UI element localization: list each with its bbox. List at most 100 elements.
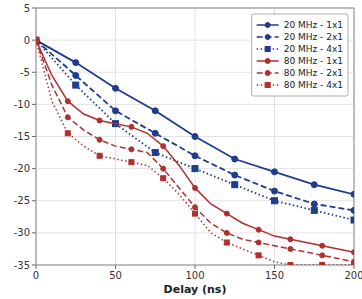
point bbox=[193, 211, 198, 216]
series bbox=[36, 38, 354, 265]
legend-marker bbox=[265, 83, 270, 88]
point bbox=[129, 160, 134, 165]
x-tick-label: 0 bbox=[33, 270, 39, 281]
line bbox=[36, 40, 354, 265]
point bbox=[73, 82, 79, 88]
x-tick bbox=[115, 265, 116, 269]
chart: 05010015020050-5-10-15-20-25-30-35Delay … bbox=[0, 0, 362, 299]
point bbox=[256, 240, 261, 245]
point bbox=[73, 72, 79, 78]
y-grid-line bbox=[36, 104, 354, 105]
legend-marker bbox=[265, 59, 270, 64]
point bbox=[192, 153, 198, 159]
point bbox=[272, 169, 278, 175]
y-grid-line bbox=[36, 232, 354, 233]
plot-frame bbox=[36, 8, 354, 265]
y-tick bbox=[32, 232, 36, 233]
point bbox=[152, 130, 158, 136]
point bbox=[36, 38, 39, 43]
x-tick bbox=[195, 265, 196, 269]
y-tick-label: -20 bbox=[14, 163, 30, 174]
legend-label: 20 MHz - 4x1 bbox=[284, 44, 343, 54]
point bbox=[351, 217, 354, 223]
point bbox=[320, 253, 325, 258]
x-tick-label: 100 bbox=[185, 270, 204, 281]
y-tick bbox=[32, 168, 36, 169]
point bbox=[161, 166, 166, 171]
point bbox=[193, 205, 198, 210]
point bbox=[232, 172, 238, 178]
y-tick bbox=[32, 72, 36, 73]
y-tick bbox=[32, 104, 36, 105]
point bbox=[36, 37, 39, 43]
point bbox=[193, 185, 198, 190]
legend-label: 80 MHz - 4x1 bbox=[284, 80, 343, 90]
point bbox=[161, 176, 166, 181]
point bbox=[36, 37, 39, 43]
point bbox=[352, 250, 355, 255]
point bbox=[97, 153, 102, 158]
point bbox=[152, 108, 158, 114]
point bbox=[224, 211, 229, 216]
legend-label: 80 MHz - 2x1 bbox=[284, 68, 343, 78]
point bbox=[352, 263, 355, 266]
grid bbox=[36, 8, 354, 265]
legend-marker bbox=[265, 71, 270, 76]
point bbox=[73, 60, 79, 66]
y-tick bbox=[32, 136, 36, 137]
point bbox=[288, 263, 293, 266]
point bbox=[256, 227, 261, 232]
x-tick-label: 200 bbox=[344, 270, 362, 281]
y-tick-label: -30 bbox=[14, 227, 30, 238]
point bbox=[256, 253, 261, 258]
legend-label: 80 MHz - 1x1 bbox=[284, 56, 343, 66]
series bbox=[36, 38, 354, 265]
point bbox=[129, 124, 134, 129]
line bbox=[36, 40, 354, 194]
y-tick-label: 5 bbox=[24, 3, 30, 14]
point bbox=[272, 198, 278, 204]
point bbox=[97, 137, 102, 142]
x-tick bbox=[274, 265, 275, 269]
point bbox=[36, 38, 39, 43]
legend-marker bbox=[265, 23, 270, 28]
point bbox=[65, 115, 70, 120]
point bbox=[351, 191, 354, 197]
line bbox=[36, 40, 354, 262]
point bbox=[320, 243, 325, 248]
y-tick-label: -15 bbox=[14, 131, 30, 142]
point bbox=[351, 207, 354, 213]
x-tick bbox=[354, 265, 355, 269]
point bbox=[65, 99, 70, 104]
point bbox=[36, 38, 39, 43]
legend-label: 20 MHz - 2x1 bbox=[284, 32, 343, 42]
x-tick-label: 150 bbox=[265, 270, 284, 281]
legend-marker bbox=[265, 47, 270, 52]
point bbox=[320, 263, 325, 266]
x-axis-label: Delay (ns) bbox=[164, 283, 227, 296]
series bbox=[36, 37, 354, 213]
series bbox=[36, 37, 354, 197]
legend-box bbox=[252, 14, 348, 96]
point bbox=[272, 188, 278, 194]
y-tick-label: -10 bbox=[14, 99, 30, 110]
y-tick-label: 0 bbox=[24, 35, 30, 46]
point bbox=[113, 108, 119, 114]
point bbox=[311, 182, 317, 188]
point bbox=[224, 240, 229, 245]
y-tick-label: -25 bbox=[14, 195, 30, 206]
legend: 20 MHz - 1x120 MHz - 2x120 MHz - 4x180 M… bbox=[252, 14, 348, 96]
legend-marker bbox=[265, 35, 270, 40]
point bbox=[129, 147, 134, 152]
y-tick bbox=[32, 265, 36, 266]
y-tick-label: -35 bbox=[14, 260, 30, 271]
point bbox=[36, 37, 39, 43]
point bbox=[65, 131, 70, 136]
point bbox=[224, 230, 229, 235]
axes: 05010015020050-5-10-15-20-25-30-35Delay … bbox=[14, 3, 362, 297]
y-tick-label: -5 bbox=[20, 67, 30, 78]
x-tick-label: 50 bbox=[109, 270, 122, 281]
point bbox=[232, 156, 238, 162]
point bbox=[152, 150, 158, 156]
line bbox=[36, 40, 354, 210]
